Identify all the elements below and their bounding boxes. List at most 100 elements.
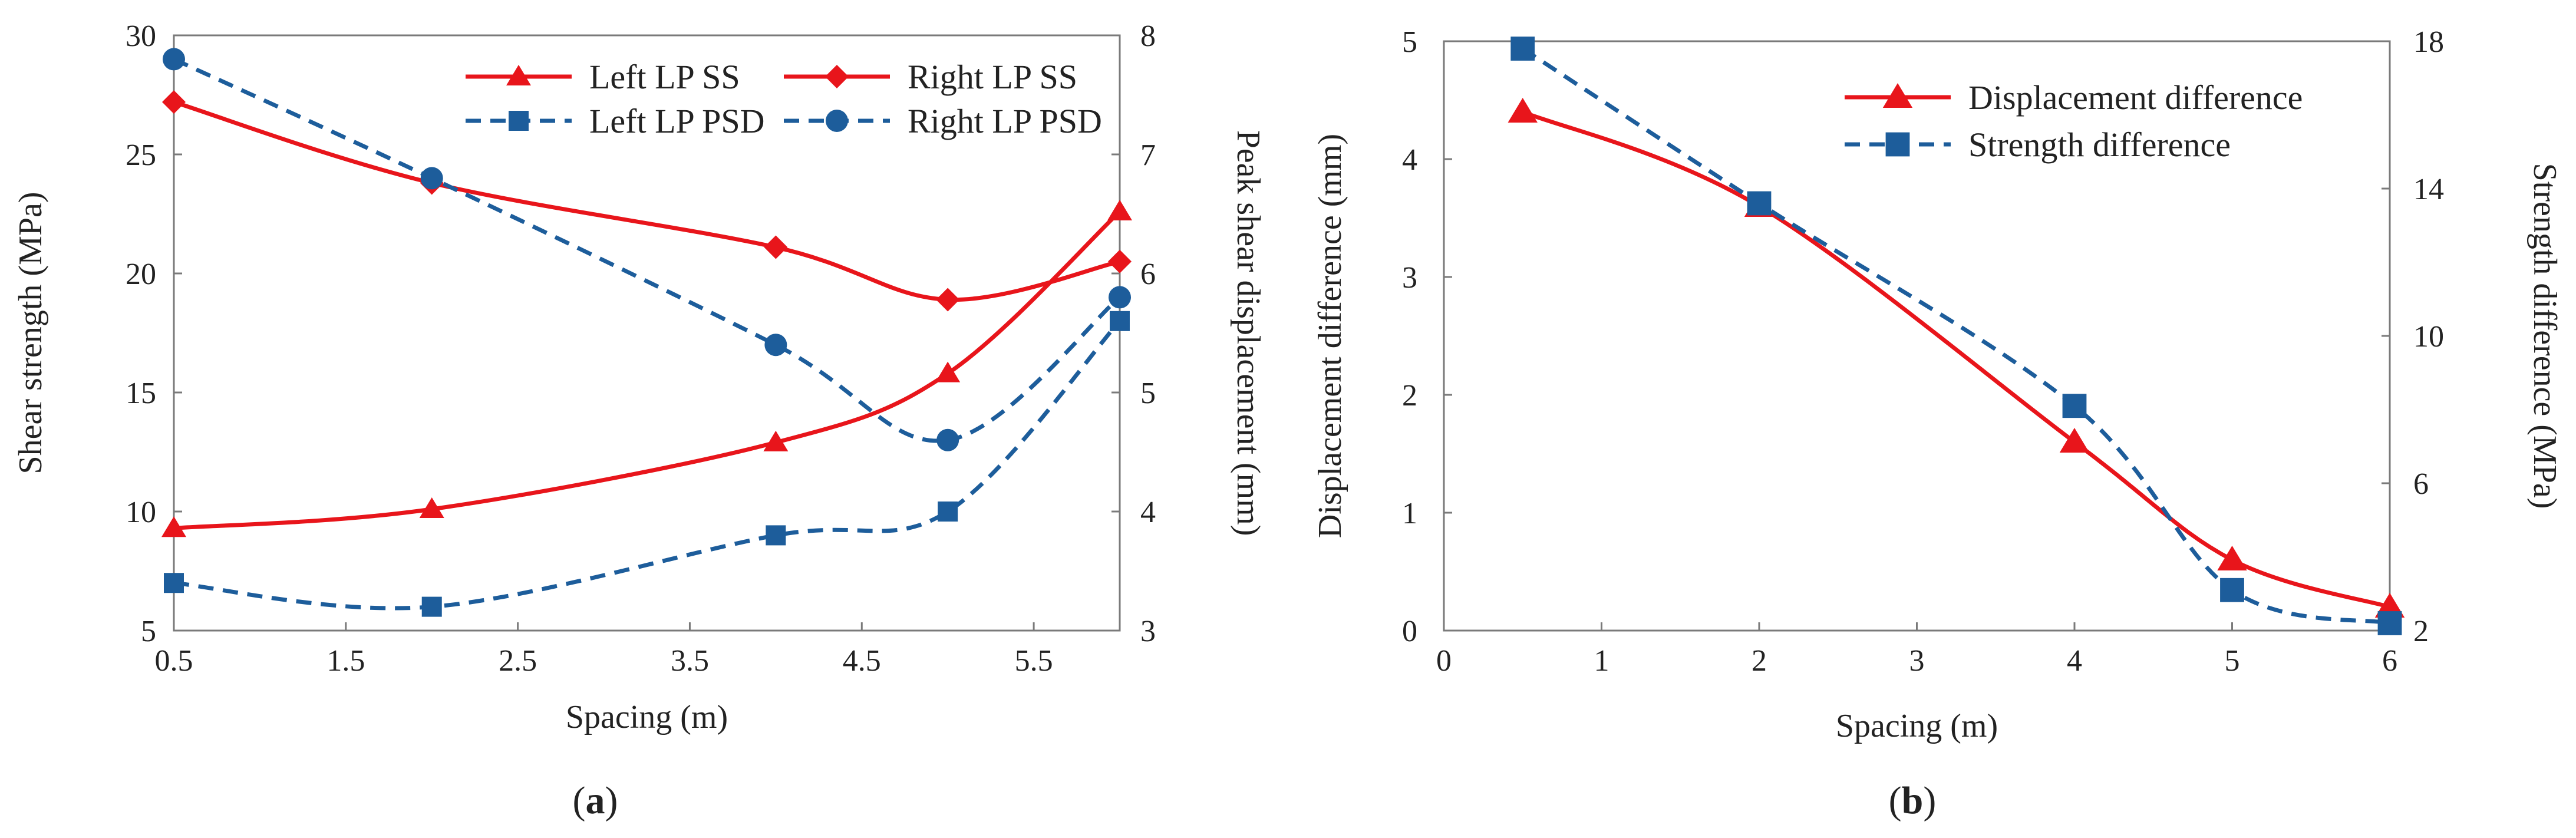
x-axis-title: Spacing (m) [566,699,728,735]
y-right-tick-label: 14 [2413,173,2444,206]
series-line [173,57,1122,443]
legend-marker [825,65,849,88]
data-point [2377,611,2402,635]
caption-close-paren: ) [1923,779,1936,822]
series-line [173,100,1120,302]
plot-frame [1443,40,2391,632]
data-point [935,361,961,382]
legend-marker [826,110,848,132]
y-left-axis-title: Displacement difference (mm) [1312,134,1348,538]
y-left-tick-label: 5 [1402,25,1417,59]
y-left-tick-label: 20 [126,258,156,291]
data-point [163,48,185,71]
x-tick-label: 5.5 [1015,644,1053,678]
data-point [764,235,788,259]
data-point [1508,98,1538,123]
panel-caption: (a) [573,779,618,822]
y-left-tick-label: 1 [1402,497,1417,530]
data-point [1747,191,1772,216]
caption-letter: a [586,779,605,822]
legend-marker [1882,83,1913,108]
y-left-tick-label: 25 [126,138,156,172]
chart-panel-a: 0.5 1.5 2.5 3.5 4.5 5.5 5 10 15 20 25 30 3 4 5 6 7 8 Spaci… [12,19,1266,822]
y-right-axis-title: Peak shear displacement (mm) [1230,130,1266,536]
y-right-axis-title: Strength difference (MPa) [2526,163,2563,509]
series-line [1521,47,2390,625]
data-point [936,288,960,312]
x-tick-label: 3.5 [671,644,709,678]
y-left-tick-label: 5 [141,615,156,648]
y-right-tick-label: 2 [2413,615,2429,648]
x-tick-label: 6 [2382,644,2397,678]
data-point [763,430,789,451]
data-point [419,497,444,518]
data-point [936,428,959,451]
caption-open-paren: ( [1889,779,1902,822]
x-tick-label: 2 [1752,644,1767,678]
y-right-tick-label: 18 [2413,25,2444,59]
legend-marker [506,65,531,85]
data-point [1108,249,1132,273]
x-tick-label: 0.5 [155,644,193,678]
y-left-tick-label: 15 [126,377,156,410]
legend-label: Strength difference [1968,126,2231,164]
y-left-tick-label: 3 [1402,261,1417,295]
y-left-tick-label: 2 [1402,379,1417,413]
data-point [2220,578,2244,602]
x-tick-label: 1 [1594,644,1609,678]
legend-label: Right LP SS [908,58,1077,96]
data-point [161,516,186,537]
x-tick-label: 3 [1909,644,1925,678]
y-left-tick-label: 0 [1402,615,1417,648]
y-left-tick-label: 4 [1402,143,1417,177]
caption-letter: b [1902,779,1924,822]
legend-label: Right LP PSD [908,102,1102,140]
y-right-tick-label: 8 [1140,19,1156,53]
data-point [764,334,787,357]
data-point [164,573,184,593]
data-point [766,525,786,546]
legend-label: Left LP SS [589,58,740,96]
legend-label: Displacement difference [1968,78,2303,117]
x-tick-label: 5 [2225,644,2240,678]
series-line [173,319,1122,611]
data-point [1110,311,1130,331]
legend-marker [509,111,529,131]
legend-label: Left LP PSD [589,102,765,140]
y-right-tick-label: 4 [1140,496,1156,529]
data-point [938,502,958,522]
data-point [421,596,442,617]
caption-close-paren: ) [605,779,618,822]
x-tick-label: 2.5 [499,644,537,678]
x-tick-label: 4.5 [843,644,881,678]
x-axis-title: Spacing (m) [1836,708,1998,744]
y-left-tick-label: 10 [126,496,156,529]
y-right-tick-label: 6 [1140,258,1156,291]
data-point [1109,286,1131,309]
data-point [1107,199,1132,220]
data-point [2059,428,2090,453]
data-point [162,90,186,114]
plot-frame [173,34,1121,632]
y-left-axis-title: Shear strength (MPa) [12,192,49,474]
series-line [173,210,1122,530]
x-tick-label: 4 [2067,644,2082,678]
x-tick-label: 1.5 [326,644,365,678]
y-right-tick-label: 10 [2413,320,2444,354]
panel-caption: (b) [1889,779,1937,822]
y-right-tick-label: 6 [2413,467,2429,501]
data-point [2217,546,2247,570]
y-left-tick-label: 30 [126,19,156,53]
legend-marker [1885,132,1910,157]
x-tick-label: 0 [1436,644,1452,678]
y-right-tick-label: 3 [1140,615,1156,648]
data-point [420,167,443,190]
y-right-tick-label: 7 [1140,138,1156,172]
y-right-tick-label: 5 [1140,377,1156,410]
series-line [1522,110,2390,609]
data-point [2062,394,2087,418]
data-point [1510,37,1535,61]
caption-open-paren: ( [573,779,586,822]
